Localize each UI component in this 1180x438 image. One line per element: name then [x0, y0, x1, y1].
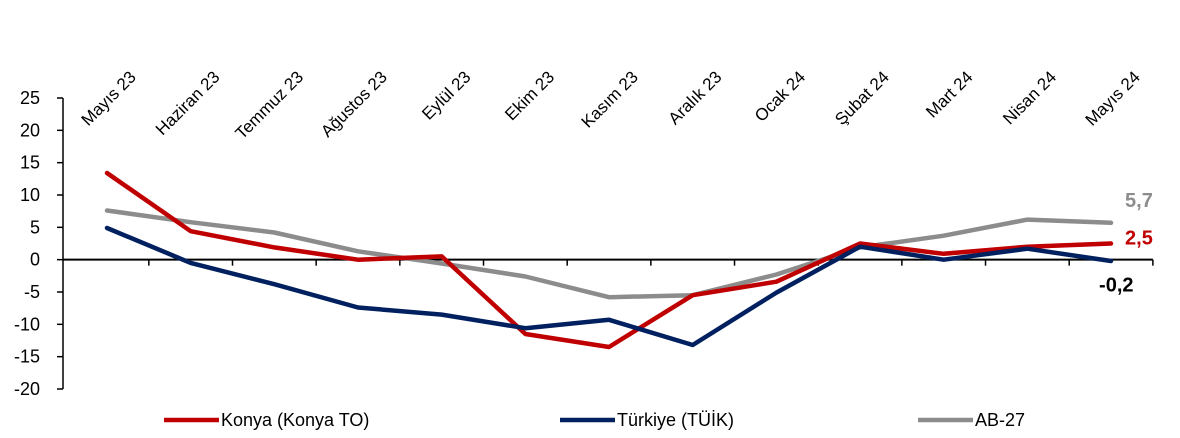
x-tick-labels: Mayıs 23 Haziran 23 Temmuz 23 Ağustos 23 Eyl…: [78, 67, 1144, 143]
y-tick-label: 25: [20, 88, 40, 108]
y-tick-label: -10: [14, 314, 40, 334]
y-tick-label: -15: [14, 347, 40, 367]
end-label-1: -0,2: [1099, 275, 1133, 297]
x-axis: [63, 260, 1153, 266]
y-tick-label: 5: [30, 217, 40, 237]
x-tick-label: Ekim 23: [501, 67, 558, 124]
x-tick-label: Mart 24: [922, 67, 976, 121]
y-tick-label: -5: [24, 282, 40, 302]
y-tick-label: 15: [20, 153, 40, 173]
x-tick-label: Aralık 23: [665, 67, 726, 128]
x-tick-label: Mayıs 24: [1082, 67, 1144, 129]
y-tick-label: 20: [20, 120, 40, 140]
x-tick-label: Ağustos 23: [317, 67, 391, 141]
y-axis: 25 20 15 10 5 0 -5 -10 -15 -20: [14, 88, 63, 399]
x-tick-label: Ocak 24: [751, 67, 809, 125]
y-tick-label: 0: [30, 250, 40, 270]
x-tick-label: Eylül 23: [418, 67, 474, 123]
legend: Konya (Konya TO) Türkiye (TÜİK) AB-27: [164, 410, 1025, 430]
legend-label-0: Konya (Konya TO): [221, 410, 369, 430]
x-tick-label: Haziran 23: [152, 67, 224, 139]
end-label-0: 2,5: [1125, 228, 1153, 250]
x-tick-label: Şubat 24: [831, 67, 893, 129]
legend-label-1: Türkiye (TÜİK): [617, 410, 734, 430]
end-label-2: 5,7: [1125, 190, 1153, 212]
x-tick-label: Kasım 23: [578, 67, 642, 131]
x-tick-label: Temmuz 23: [232, 67, 308, 143]
y-tick-label: -20: [14, 379, 40, 399]
y-tick-label: 10: [20, 185, 40, 205]
legend-label-2: AB-27: [975, 410, 1025, 430]
x-tick-label: Nisan 24: [999, 67, 1060, 128]
x-tick-label: Mayıs 23: [78, 67, 140, 129]
